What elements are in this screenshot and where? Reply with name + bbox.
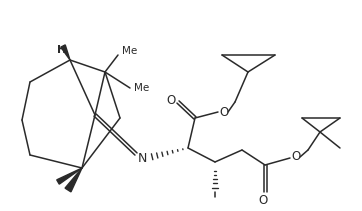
- Text: O: O: [219, 106, 229, 119]
- Text: O: O: [167, 93, 176, 107]
- Text: O: O: [258, 193, 268, 207]
- Text: Me: Me: [122, 46, 137, 56]
- Text: O: O: [291, 150, 300, 164]
- Polygon shape: [57, 168, 82, 184]
- Text: N: N: [137, 151, 147, 165]
- Polygon shape: [61, 45, 70, 60]
- Polygon shape: [65, 168, 82, 192]
- Text: Me: Me: [134, 83, 149, 93]
- Text: H: H: [57, 45, 67, 55]
